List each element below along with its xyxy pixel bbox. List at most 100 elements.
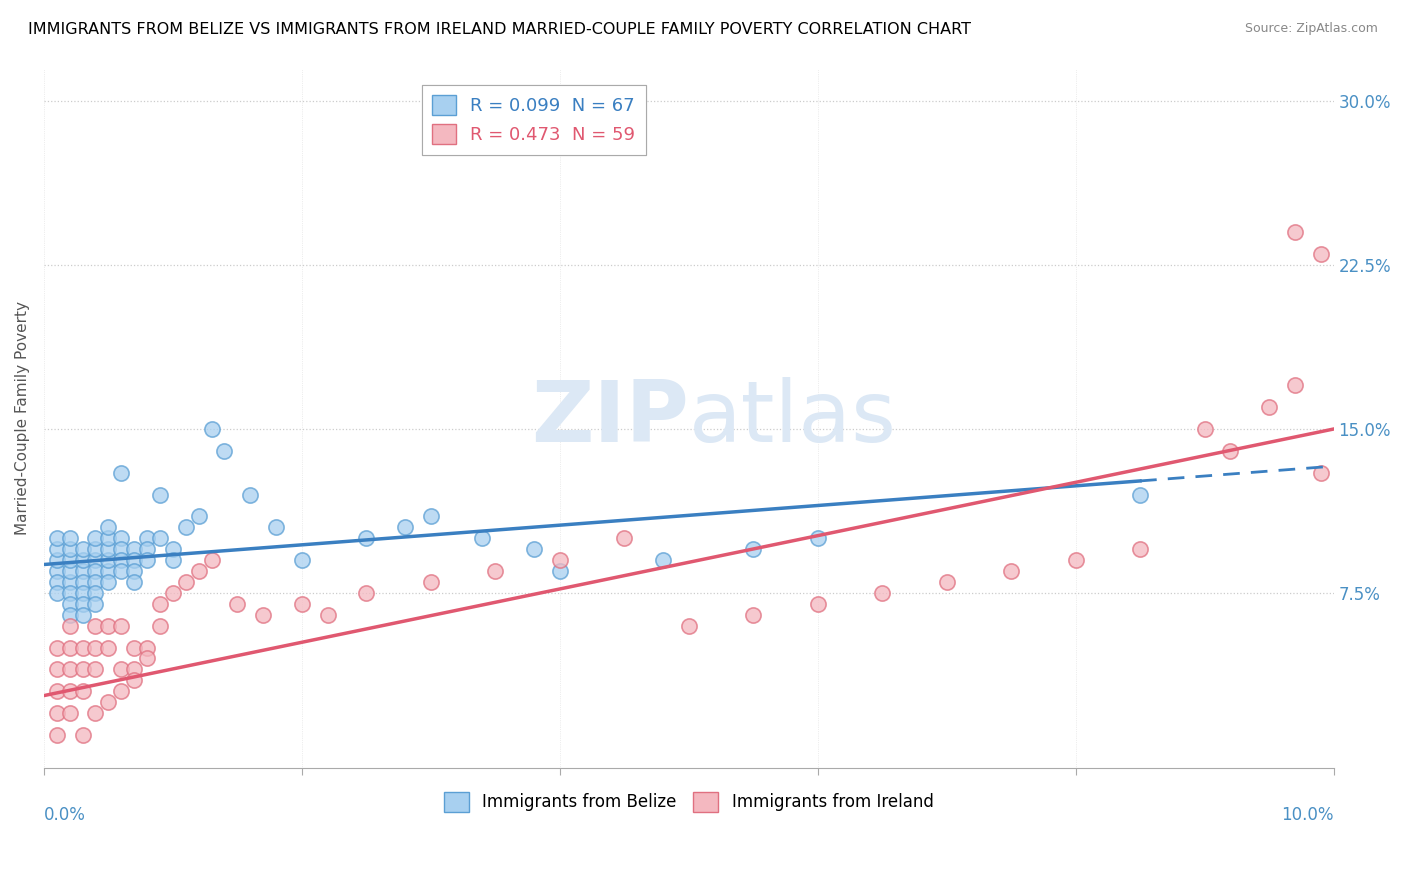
Point: [45, 586, 67, 600]
Point: [84, 542, 107, 557]
Point: [356, 586, 378, 600]
Text: IMMIGRANTS FROM BELIZE VS IMMIGRANTS FROM IRELAND MARRIED-COUPLE FAMILY POVERTY : IMMIGRANTS FROM BELIZE VS IMMIGRANTS FRO…: [28, 22, 972, 37]
Point: [122, 564, 145, 578]
Point: [742, 542, 765, 557]
Y-axis label: Married-Couple Family Poverty: Married-Couple Family Poverty: [15, 301, 30, 535]
Point: [1219, 443, 1241, 458]
Point: [110, 684, 132, 698]
Point: [45, 728, 67, 742]
Point: [84, 662, 107, 676]
Text: 0.0%: 0.0%: [44, 806, 86, 824]
Point: [136, 651, 159, 665]
Point: [110, 553, 132, 567]
Point: [97, 531, 120, 545]
Point: [110, 466, 132, 480]
Point: [870, 586, 893, 600]
Point: [84, 706, 107, 720]
Point: [84, 586, 107, 600]
Point: [200, 553, 222, 567]
Point: [72, 574, 94, 589]
Point: [162, 542, 184, 557]
Point: [72, 640, 94, 655]
Point: [59, 597, 82, 611]
Point: [122, 640, 145, 655]
Point: [1064, 553, 1087, 567]
Point: [72, 728, 94, 742]
Point: [523, 542, 546, 557]
Point: [72, 542, 94, 557]
Point: [45, 662, 67, 676]
Point: [45, 684, 67, 698]
Point: [72, 684, 94, 698]
Point: [548, 564, 571, 578]
Point: [59, 684, 82, 698]
Point: [110, 662, 132, 676]
Point: [742, 607, 765, 622]
Point: [226, 597, 249, 611]
Text: 10.0%: 10.0%: [1281, 806, 1333, 824]
Point: [1258, 400, 1281, 414]
Point: [471, 531, 494, 545]
Point: [162, 586, 184, 600]
Text: ZIP: ZIP: [531, 376, 689, 459]
Point: [1194, 422, 1216, 436]
Point: [110, 542, 132, 557]
Point: [548, 553, 571, 567]
Point: [72, 607, 94, 622]
Point: [162, 553, 184, 567]
Point: [84, 531, 107, 545]
Point: [84, 618, 107, 632]
Point: [1129, 542, 1152, 557]
Point: [45, 542, 67, 557]
Point: [1309, 466, 1331, 480]
Point: [651, 553, 673, 567]
Point: [419, 509, 441, 524]
Point: [45, 574, 67, 589]
Point: [97, 564, 120, 578]
Legend: R = 0.099  N = 67, R = 0.473  N = 59: R = 0.099 N = 67, R = 0.473 N = 59: [422, 85, 647, 155]
Point: [807, 531, 830, 545]
Point: [59, 574, 82, 589]
Point: [59, 640, 82, 655]
Point: [59, 542, 82, 557]
Point: [252, 607, 274, 622]
Point: [187, 509, 209, 524]
Point: [200, 422, 222, 436]
Point: [84, 640, 107, 655]
Point: [136, 640, 159, 655]
Point: [97, 618, 120, 632]
Point: [807, 597, 830, 611]
Point: [110, 531, 132, 545]
Point: [174, 574, 197, 589]
Point: [174, 520, 197, 534]
Point: [484, 564, 506, 578]
Point: [72, 662, 94, 676]
Point: [149, 597, 172, 611]
Point: [935, 574, 957, 589]
Point: [84, 553, 107, 567]
Point: [72, 553, 94, 567]
Text: atlas: atlas: [689, 376, 897, 459]
Point: [1284, 226, 1306, 240]
Point: [187, 564, 209, 578]
Point: [613, 531, 636, 545]
Text: Source: ZipAtlas.com: Source: ZipAtlas.com: [1244, 22, 1378, 36]
Point: [97, 542, 120, 557]
Point: [59, 607, 82, 622]
Point: [84, 574, 107, 589]
Point: [59, 706, 82, 720]
Point: [136, 553, 159, 567]
Point: [291, 597, 314, 611]
Point: [59, 662, 82, 676]
Point: [136, 531, 159, 545]
Point: [1309, 247, 1331, 261]
Point: [122, 542, 145, 557]
Point: [59, 564, 82, 578]
Point: [356, 531, 378, 545]
Point: [59, 531, 82, 545]
Point: [72, 564, 94, 578]
Point: [97, 520, 120, 534]
Point: [110, 618, 132, 632]
Point: [45, 564, 67, 578]
Point: [122, 553, 145, 567]
